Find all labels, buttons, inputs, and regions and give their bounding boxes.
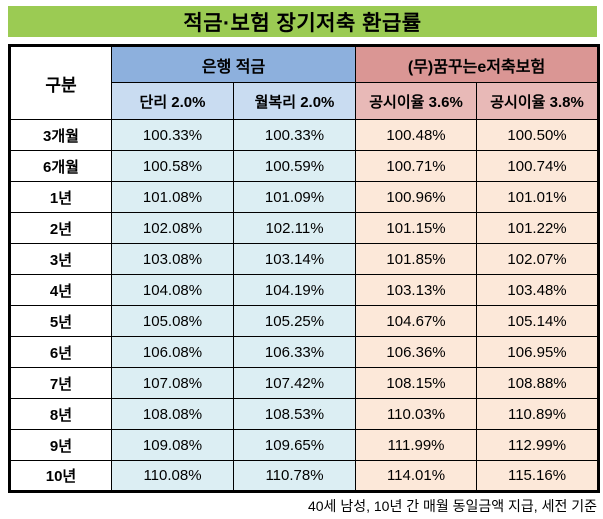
page-title: 적금·보험 장기저축 환급률: [183, 11, 422, 35]
rate-cell: 106.33%: [232, 336, 357, 368]
rate-cell: 100.50%: [476, 119, 600, 151]
rate-cell: 104.08%: [111, 274, 234, 306]
rate-cell: 110.08%: [111, 460, 234, 492]
rate-cell: 101.22%: [476, 212, 600, 244]
footnote: 40세 남성, 10년 간 매월 동일금액 지급, 세전 기준: [307, 498, 597, 514]
rate-cell: 111.99%: [355, 429, 478, 461]
row-label: 3개월: [9, 119, 112, 151]
corner-header: 구분: [9, 45, 112, 120]
table-header: 구분 은행 적금 (무)꿈꾸는e저축보험 단리 2.0% 월복리 2.0% 공시…: [9, 45, 600, 120]
row-label: 9년: [9, 429, 112, 461]
row-label: 1년: [9, 181, 112, 213]
row-label: 6년: [9, 336, 112, 368]
rate-cell: 109.08%: [111, 429, 234, 461]
rate-cell: 115.16%: [476, 460, 600, 492]
table-row: 3개월 100.33% 100.33% 100.48% 100.50%: [9, 119, 600, 151]
rate-cell: 101.85%: [355, 243, 478, 275]
table-row: 6년 106.08% 106.33% 106.36% 106.95%: [9, 336, 600, 368]
rate-cell: 110.03%: [355, 398, 478, 430]
rate-cell: 107.08%: [111, 367, 234, 399]
row-label: 10년: [9, 460, 112, 492]
row-label: 4년: [9, 274, 112, 306]
rate-cell: 104.67%: [355, 305, 478, 337]
rate-cell: 110.89%: [476, 398, 600, 430]
rate-cell: 100.33%: [111, 119, 234, 151]
rate-cell: 101.01%: [476, 181, 600, 213]
group-header-row: 구분 은행 적금 (무)꿈꾸는e저축보험: [9, 45, 600, 120]
table-row: 4년 104.08% 104.19% 103.13% 103.48%: [9, 274, 600, 306]
title-bar: 적금·보험 장기저축 환급률: [8, 6, 597, 37]
bank-subheader-simple-rate: 단리 2.0%: [111, 82, 234, 120]
rate-cell: 100.96%: [355, 181, 478, 213]
rate-cell: 108.88%: [476, 367, 600, 399]
rate-cell: 103.08%: [111, 243, 234, 275]
table-row: 3년 103.08% 103.14% 101.85% 102.07%: [9, 243, 600, 275]
row-label: 2년: [9, 212, 112, 244]
table-body: 3개월 100.33% 100.33% 100.48% 100.50% 6개월 100.58…: [9, 119, 600, 492]
rate-cell: 100.58%: [111, 150, 234, 182]
rate-cell: 108.08%: [111, 398, 234, 430]
rate-cell: 100.59%: [232, 150, 357, 182]
rate-cell: 101.08%: [111, 181, 234, 213]
rate-cell: 110.78%: [232, 460, 357, 492]
rate-cell: 102.08%: [111, 212, 234, 244]
insurance-subheader-rate-36: 공시이율 3.6%: [355, 82, 478, 120]
table-row: 9년 109.08% 109.65% 111.99% 112.99%: [9, 429, 600, 461]
rate-cell: 103.14%: [232, 243, 357, 275]
rate-cell: 102.11%: [232, 212, 357, 244]
insurance-subheader-rate-38: 공시이율 3.8%: [476, 82, 600, 120]
rate-cell: 102.07%: [476, 243, 600, 275]
rate-cell: 106.95%: [476, 336, 600, 368]
rate-cell: 105.25%: [232, 305, 357, 337]
rate-cell: 107.42%: [232, 367, 357, 399]
table-row: 8년 108.08% 108.53% 110.03% 110.89%: [9, 398, 600, 430]
rate-cell: 105.14%: [476, 305, 600, 337]
page: 적금·보험 장기저축 환급률 구분 은행 적금 (무)꿈꾸는e저축보험 단리 2…: [8, 6, 601, 516]
rate-cell: 100.74%: [476, 150, 600, 182]
rate-cell: 101.09%: [232, 181, 357, 213]
row-label: 7년: [9, 367, 112, 399]
rate-cell: 108.53%: [232, 398, 357, 430]
rate-cell: 100.33%: [232, 119, 357, 151]
row-label: 3년: [9, 243, 112, 275]
rate-cell: 108.15%: [355, 367, 478, 399]
bank-subheader-compound-rate: 월복리 2.0%: [232, 82, 357, 120]
rate-cell: 103.13%: [355, 274, 478, 306]
rate-cell: 114.01%: [355, 460, 478, 492]
bank-group-header: 은행 적금: [110, 45, 357, 83]
sub-header-row: 단리 2.0% 월복리 2.0% 공시이율 3.6% 공시이율 3.8%: [10, 82, 600, 120]
table-row: 2년 102.08% 102.11% 101.15% 101.22%: [9, 212, 600, 244]
rate-cell: 100.48%: [355, 119, 478, 151]
rate-cell: 109.65%: [232, 429, 357, 461]
rate-cell: 106.36%: [355, 336, 478, 368]
row-label: 5년: [9, 305, 112, 337]
table-row: 7년 107.08% 107.42% 108.15% 108.88%: [9, 367, 600, 399]
row-label: 8년: [9, 398, 112, 430]
rate-table: 구분 은행 적금 (무)꿈꾸는e저축보험 단리 2.0% 월복리 2.0% 공시…: [8, 44, 601, 493]
table-row: 10년 110.08% 110.78% 114.01% 115.16%: [9, 460, 600, 492]
rate-cell: 105.08%: [111, 305, 234, 337]
rate-cell: 103.48%: [476, 274, 600, 306]
rate-cell: 101.15%: [355, 212, 478, 244]
table-row: 1년 101.08% 101.09% 100.96% 101.01%: [9, 181, 600, 213]
rate-cell: 104.19%: [232, 274, 357, 306]
table-row: 6개월 100.58% 100.59% 100.71% 100.74%: [9, 150, 600, 182]
insurance-group-header: (무)꿈꾸는e저축보험: [355, 45, 600, 83]
row-label: 6개월: [9, 150, 112, 182]
rate-cell: 106.08%: [111, 336, 234, 368]
rate-cell: 112.99%: [476, 429, 600, 461]
table-row: 5년 105.08% 105.25% 104.67% 105.14%: [9, 305, 600, 337]
rate-cell: 100.71%: [355, 150, 478, 182]
